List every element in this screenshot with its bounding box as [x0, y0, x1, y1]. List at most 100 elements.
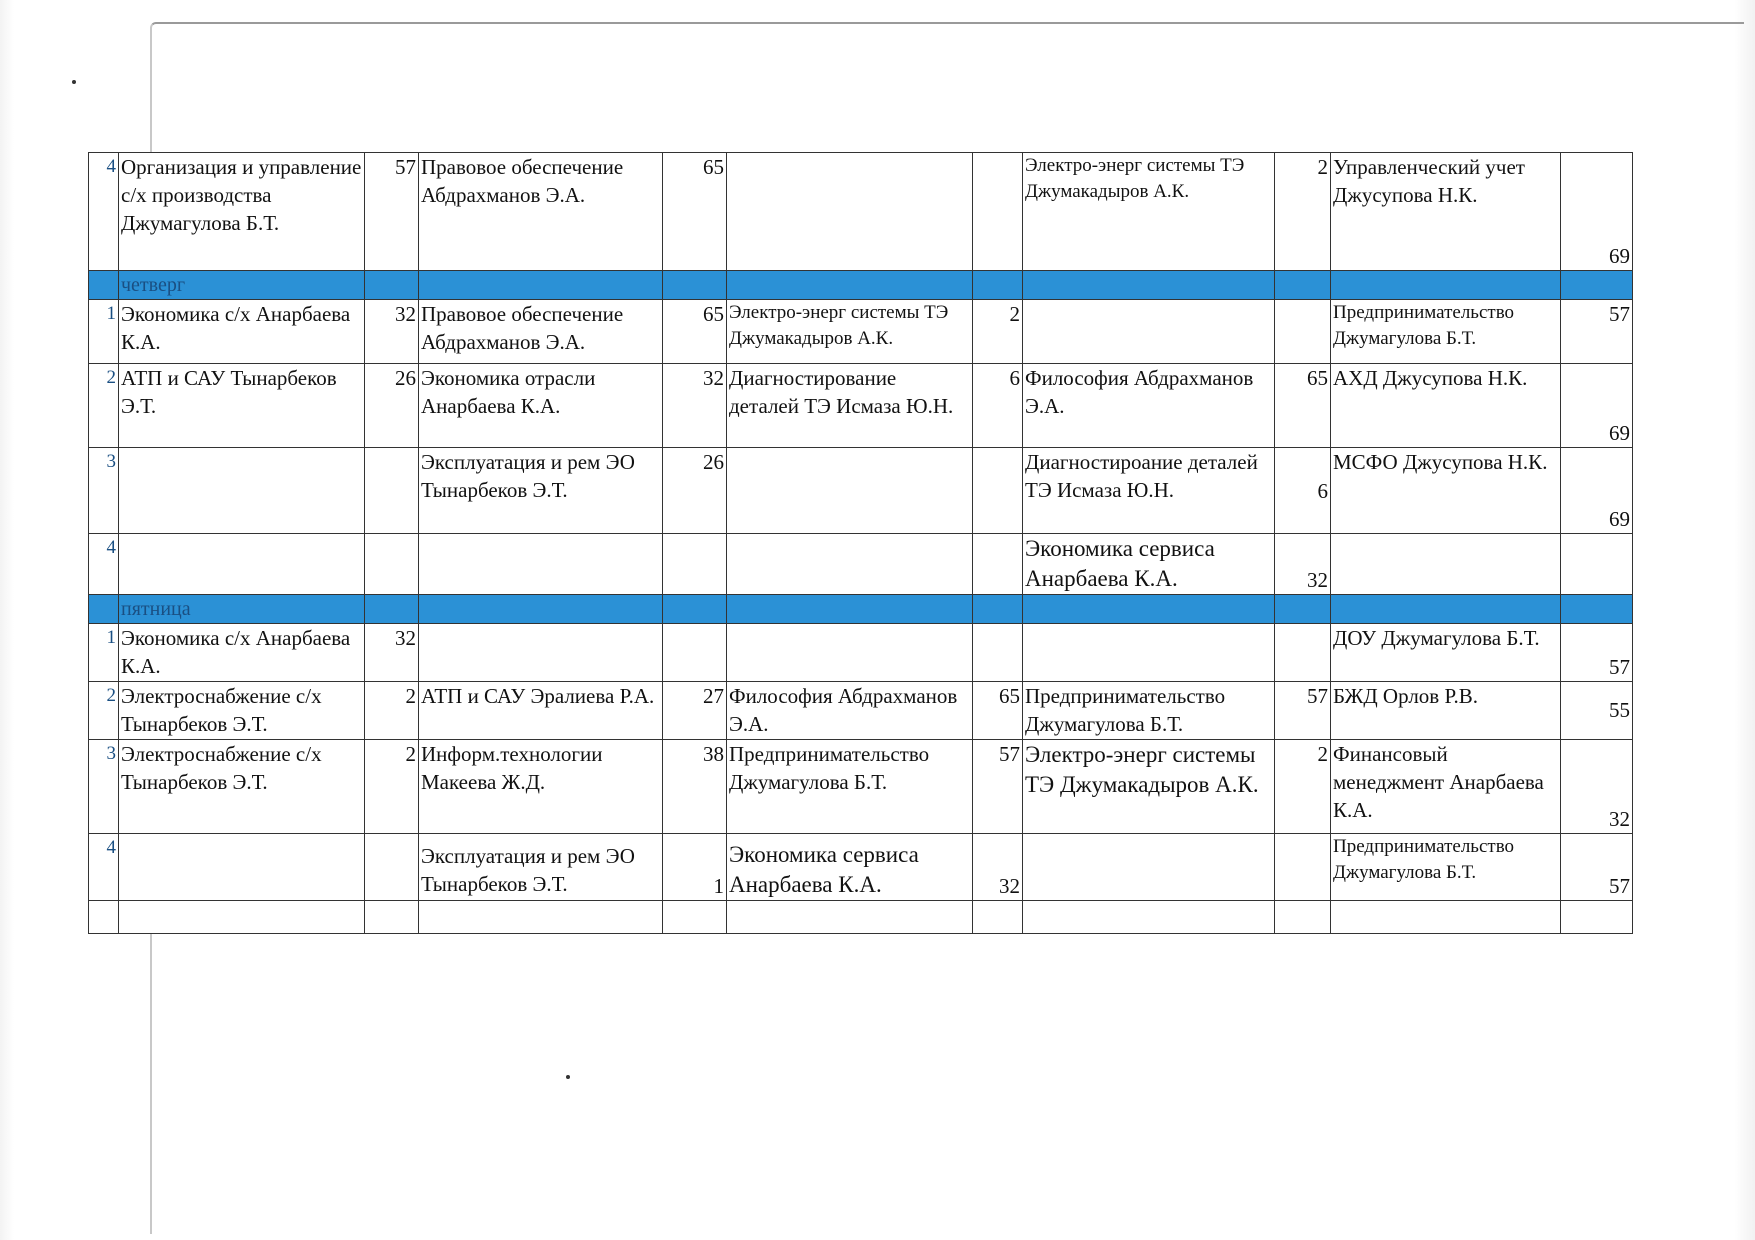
room-number: 57 — [364, 152, 419, 271]
lesson-cell: Предпринимательство Джумагулова Б.Т. — [1330, 833, 1561, 901]
empty-slot — [726, 533, 973, 595]
room-number: 65 — [972, 681, 1023, 740]
lesson-cell: Эксплуатация и рем ЭО Тынарбеков Э.Т. — [418, 447, 663, 534]
room-number — [364, 533, 419, 595]
room-number: 32 — [364, 299, 419, 364]
pair-number: 1 — [88, 299, 119, 364]
lesson-cell: Предпринимательство Джумагулова Б.Т. — [726, 739, 973, 834]
room-number: 32 — [1560, 739, 1633, 834]
day-header-row: четверг — [88, 270, 1633, 300]
table-row: 4 Организация и управление с/х производс… — [88, 152, 1633, 271]
day-band-cell — [1022, 270, 1275, 300]
lesson-cell: Финансовый менеджмент Анарбаева К.А. — [1330, 739, 1561, 834]
empty-slot — [726, 152, 973, 271]
room-number: 57 — [1560, 299, 1633, 364]
empty-slot — [1022, 623, 1275, 682]
empty-slot — [118, 900, 365, 934]
empty-slot — [418, 900, 663, 934]
scan-speck — [72, 80, 76, 84]
room-number: 57 — [1560, 623, 1633, 682]
room-number — [972, 447, 1023, 534]
empty-slot — [1022, 833, 1275, 901]
empty-slot — [726, 447, 973, 534]
lesson-cell: АТП и САУ Эралиева Р.А. — [418, 681, 663, 740]
room-number: 32 — [662, 363, 727, 448]
pair-number: 2 — [88, 363, 119, 448]
day-band-cell — [1560, 594, 1633, 624]
room-number — [1274, 623, 1331, 682]
room-number: 2 — [1274, 739, 1331, 834]
room-number — [972, 152, 1023, 271]
lesson-cell: БЖД Орлов Р.В. — [1330, 681, 1561, 740]
room-number: 57 — [1274, 681, 1331, 740]
day-band-cell — [1274, 594, 1331, 624]
day-band-cell — [418, 270, 663, 300]
room-number: 26 — [364, 363, 419, 448]
day-band-cell — [88, 900, 119, 934]
pair-number: 1 — [88, 623, 119, 682]
day-band-cell — [726, 270, 973, 300]
room-number: 1 — [662, 833, 727, 901]
table-row: 4 Эксплуатация и рем ЭО Тынарбеков Э.Т. … — [88, 833, 1633, 901]
table-row — [88, 900, 1633, 934]
room-number: 65 — [1274, 363, 1331, 448]
day-label: пятница — [118, 594, 365, 624]
lesson-cell: Предпринимательство Джумагулова Б.Т. — [1330, 299, 1561, 364]
day-band-cell — [1560, 270, 1633, 300]
empty-slot — [364, 900, 419, 934]
room-number — [1560, 533, 1633, 595]
empty-slot — [662, 900, 727, 934]
lesson-cell: Управленческий учет Джусупова Н.К. — [1330, 152, 1561, 271]
room-number — [662, 623, 727, 682]
lesson-cell: Электро-энерг системы ТЭ Джумакадыров А.… — [726, 299, 973, 364]
lesson-cell: Философия Абдрахманов Э.А. — [1022, 363, 1275, 448]
pair-number: 4 — [88, 152, 119, 271]
lesson-cell: МСФО Джусупова Н.К. — [1330, 447, 1561, 534]
lesson-cell: Электро-энерг системы ТЭ Джумакадыров А.… — [1022, 152, 1275, 271]
empty-slot — [418, 623, 663, 682]
table-row: 1 Экономика с/х Анарбаева К.А. 32 ДОУ Дж… — [88, 623, 1633, 682]
day-band-cell — [364, 594, 419, 624]
room-number: 2 — [972, 299, 1023, 364]
day-band-cell — [662, 594, 727, 624]
empty-slot — [118, 447, 365, 534]
lesson-cell: Диагностироание деталей ТЭ Исмаза Ю.Н. — [1022, 447, 1275, 534]
room-number: 65 — [662, 299, 727, 364]
empty-slot — [1022, 900, 1275, 934]
lesson-cell: АХД Джусупова Н.К. — [1330, 363, 1561, 448]
lesson-cell: ДОУ Джумагулова Б.Т. — [1330, 623, 1561, 682]
lesson-cell: Экономика с/х Анарбаева К.А. — [118, 299, 365, 364]
table-row: 1 Экономика с/х Анарбаева К.А. 32 Правов… — [88, 299, 1633, 364]
room-number: 57 — [1560, 833, 1633, 901]
lesson-cell: Информ.технологии Макеева Ж.Д. — [418, 739, 663, 834]
day-header-row: пятница — [88, 594, 1633, 624]
day-band-cell — [88, 594, 119, 624]
lesson-cell: АТП и САУ Тынарбеков Э.Т. — [118, 363, 365, 448]
day-band-cell — [418, 594, 663, 624]
room-number — [1560, 900, 1633, 934]
lesson-cell: Электроснабжение с/х Тынарбеков Э.Т. — [118, 681, 365, 740]
lesson-cell: Экономика сервиса Анарбаева К.А. — [726, 833, 973, 901]
empty-slot — [726, 623, 973, 682]
pair-number: 4 — [88, 833, 119, 901]
room-number — [1274, 833, 1331, 901]
day-band-cell — [662, 270, 727, 300]
day-band-cell — [972, 270, 1023, 300]
room-number: 2 — [1274, 152, 1331, 271]
room-number: 32 — [1274, 533, 1331, 595]
empty-slot — [726, 900, 973, 934]
lesson-cell: Правовое обеспечение Абдрахманов Э.А. — [418, 299, 663, 364]
pair-number: 2 — [88, 681, 119, 740]
room-number: 32 — [364, 623, 419, 682]
scan-speck — [566, 1075, 570, 1079]
lesson-cell: Организация и управление с/х производств… — [118, 152, 365, 271]
room-number — [972, 623, 1023, 682]
day-band-cell — [88, 270, 119, 300]
day-band-cell — [1274, 270, 1331, 300]
room-number: 57 — [972, 739, 1023, 834]
empty-slot — [1274, 900, 1331, 934]
empty-slot — [418, 533, 663, 595]
room-number — [972, 533, 1023, 595]
day-band-cell — [1022, 594, 1275, 624]
empty-slot — [1330, 533, 1561, 595]
